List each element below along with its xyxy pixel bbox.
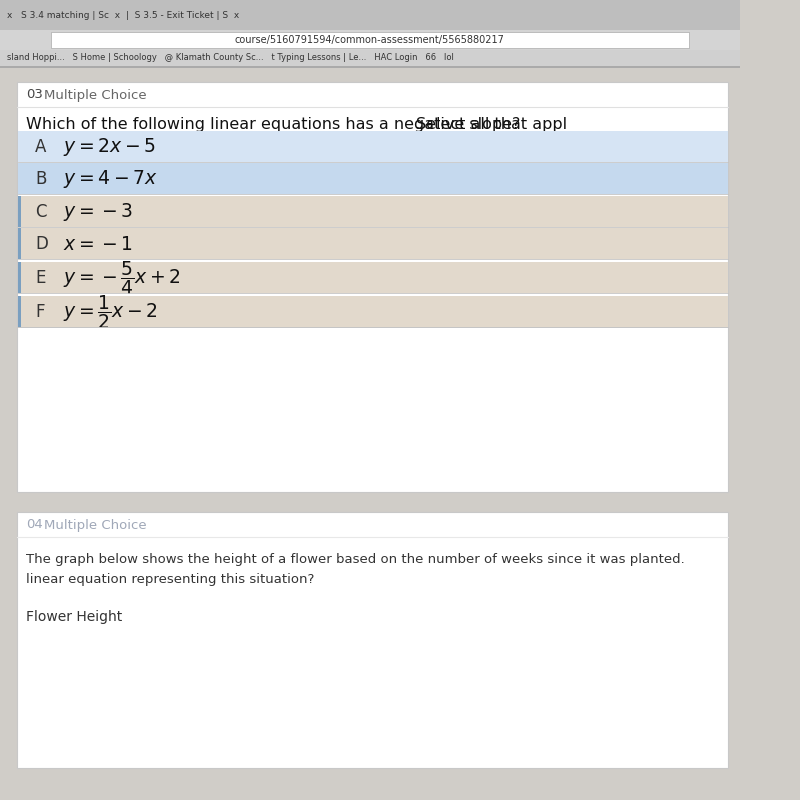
Text: Which of the following linear equations has a negative slope?: Which of the following linear equations … [26, 118, 530, 133]
Text: $y = 4 - 7x$: $y = 4 - 7x$ [63, 168, 158, 190]
Text: linear equation representing this situation?: linear equation representing this situat… [26, 574, 314, 586]
Text: B: B [35, 170, 46, 188]
Text: $y = 2x - 5$: $y = 2x - 5$ [63, 136, 156, 158]
Text: 04: 04 [26, 518, 42, 531]
Text: 03: 03 [26, 89, 42, 102]
Text: E: E [35, 269, 46, 287]
Bar [17, 82, 729, 492]
Bar [0, 0, 739, 30]
Text: C: C [35, 203, 46, 221]
Bar [0, 66, 739, 68]
Bar [18, 196, 22, 227]
Text: Select all that appl: Select all that appl [416, 118, 567, 133]
Text: Multiple Choice: Multiple Choice [44, 518, 147, 531]
Text: Flower Height: Flower Height [26, 610, 122, 624]
Bar [18, 228, 727, 259]
Text: $x = -1$: $x = -1$ [63, 234, 133, 254]
Bar [18, 228, 22, 259]
Bar [18, 262, 22, 293]
Bar [18, 296, 727, 327]
Bar [18, 296, 22, 327]
Bar [18, 196, 727, 227]
Bar [0, 50, 739, 66]
Text: Multiple Choice: Multiple Choice [44, 89, 147, 102]
Text: A: A [35, 138, 46, 156]
Bar [18, 262, 727, 293]
Text: The graph below shows the height of a flower based on the number of weeks since : The graph below shows the height of a fl… [26, 554, 685, 566]
Text: F: F [35, 303, 45, 321]
Bar [18, 131, 727, 162]
Text: $y = \dfrac{1}{2}x - 2$: $y = \dfrac{1}{2}x - 2$ [63, 293, 158, 331]
Text: sland Hoppi...   S Home | Schoology   @ Klamath County Sc...   t Typing Lessons : sland Hoppi... S Home | Schoology @ Klam… [7, 54, 454, 62]
Bar [0, 30, 739, 50]
Text: D: D [35, 235, 48, 253]
Text: $y = -3$: $y = -3$ [63, 201, 133, 223]
Bar [51, 32, 689, 48]
Bar [17, 512, 729, 768]
Text: $y = -\dfrac{5}{4}x + 2$: $y = -\dfrac{5}{4}x + 2$ [63, 259, 181, 297]
Text: course/5160791594/common-assessment/5565880217: course/5160791594/common-assessment/5565… [235, 35, 505, 45]
Text: x   S 3.4 matching | Sc  x  |  S 3.5 - Exit Ticket | S  x: x S 3.4 matching | Sc x | S 3.5 - Exit T… [7, 10, 240, 19]
Bar [18, 163, 727, 194]
